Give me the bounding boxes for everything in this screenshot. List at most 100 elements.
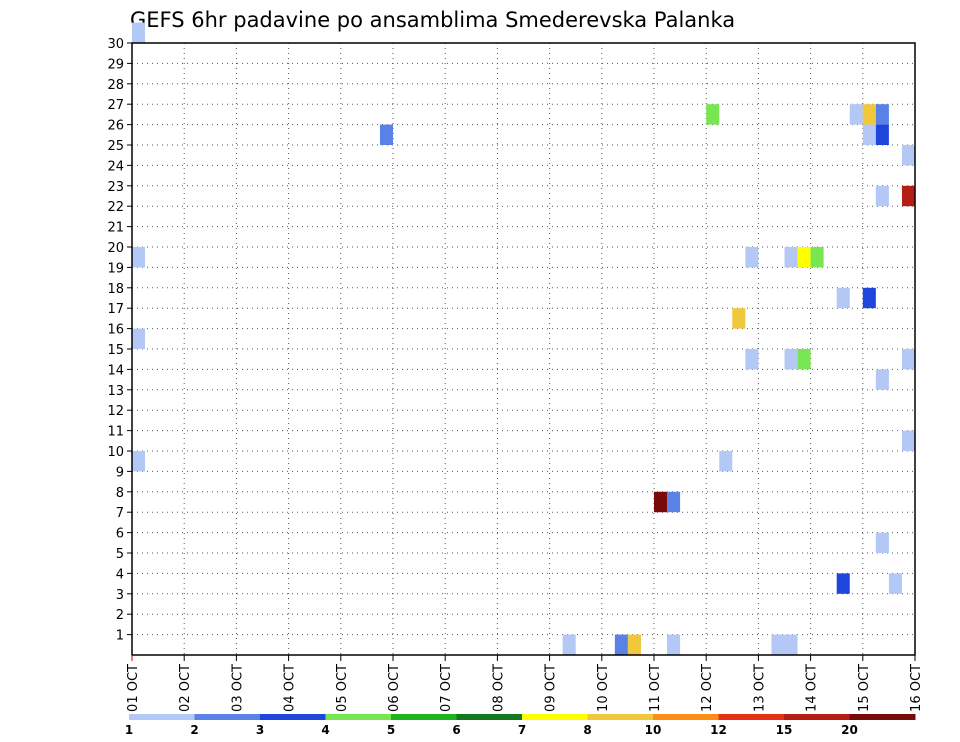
chart-title: GEFS 6hr padavine po ansamblima Smederev… [130,8,735,32]
precip-cell [901,430,915,451]
precip-cell [901,349,915,370]
y-tick-label: 30 [107,37,124,52]
y-tick-label: 7 [116,506,124,521]
colorbar-label: 2 [190,723,198,737]
x-tick-label: 01 OCT [126,664,141,712]
colorbar-label: 4 [321,723,329,737]
precip-cell [784,349,798,370]
colorbar-segment [129,714,195,720]
precip-cell [875,185,889,207]
precip-cell [562,634,576,655]
x-tick-label: 12 OCT [700,664,715,712]
y-tick-label: 4 [116,567,124,582]
colorbar-segment [587,714,654,720]
y-tick-label: 28 [107,78,124,93]
precip-cell [614,634,628,655]
y-tick-label: 3 [116,588,124,603]
x-tick-label: 05 OCT [335,664,350,712]
precip-cell [784,634,798,655]
x-tick-label: 06 OCT [387,664,402,712]
precip-cell [745,247,759,268]
colorbar-label: 8 [583,723,591,737]
precip-cell [771,634,785,655]
y-tick-label: 24 [107,159,124,174]
y-tick-label: 10 [107,445,124,460]
x-tick-label: 15 OCT [857,664,872,712]
colorbar-segment [325,714,392,720]
colorbar-label: 12 [710,723,727,737]
precip-cell [888,573,902,594]
y-tick-label: 12 [107,404,124,419]
colorbar-segment [260,714,326,720]
precip-cell [862,287,876,309]
y-tick-label: 22 [107,200,124,215]
y-axis-ticks: 1234567891011121314151617181920212223242… [107,37,132,644]
y-tick-label: 29 [107,57,124,72]
colorbar: 1 2 3 4 5 6 7 8 10 12 15 20 [125,714,916,737]
x-tick-label: 02 OCT [178,664,193,712]
precip-cell [836,573,850,594]
y-tick-label: 11 [107,425,124,440]
precip-cell [667,491,681,513]
y-tick-label: 21 [107,221,124,236]
colorbar-label: 15 [776,723,793,737]
precip-cell [732,308,746,329]
precip-cell [654,491,668,513]
y-tick-label: 2 [116,608,124,623]
y-tick-label: 15 [107,343,124,358]
precip-cell [849,104,863,125]
precip-cell [875,124,889,145]
precip-cell [836,287,850,309]
y-tick-label: 19 [107,261,124,276]
y-tick-label: 1 [116,629,124,644]
precip-cell [875,104,889,125]
precip-cell [132,328,146,349]
precip-cell [862,104,876,125]
precip-cell [719,451,733,472]
precip-cell [901,145,915,166]
y-tick-label: 23 [107,180,124,195]
precip-cell [745,349,759,370]
y-tick-label: 16 [107,323,124,338]
y-tick-label: 8 [116,486,124,501]
precip-cell [810,247,824,268]
colorbar-label: 20 [841,723,858,737]
y-tick-label: 26 [107,119,124,134]
y-tick-label: 25 [107,139,124,154]
precip-cell [901,185,915,207]
precip-cell [797,349,811,370]
x-tick-label: 11 OCT [648,664,663,712]
precip-cell [379,124,393,145]
precip-cell [875,369,889,390]
y-tick-label: 27 [107,98,124,113]
y-tick-label: 13 [107,384,124,399]
x-tick-label: 13 OCT [752,664,767,712]
x-tick-label: 08 OCT [491,664,506,712]
colorbar-label: 3 [256,723,264,737]
precip-cell [667,634,681,655]
colorbar-segment [522,714,588,720]
colorbar-segment [653,714,719,720]
precip-cell [875,532,889,553]
colorbar-label: 6 [452,723,460,737]
x-tick-label: 04 OCT [283,664,298,712]
precip-cell [132,22,146,43]
colorbar-segment [784,714,850,720]
colorbar-segment [194,714,261,720]
precip-cell [862,124,876,145]
y-tick-label: 17 [107,302,124,317]
precip-cell [132,451,146,472]
colorbar-label: 10 [645,723,662,737]
y-tick-label: 20 [107,241,124,256]
precip-cell [627,634,641,655]
y-tick-label: 14 [107,363,124,378]
x-tick-label: 07 OCT [439,664,454,712]
precipitation-cells [132,22,915,655]
x-tick-label: 14 OCT [805,664,820,712]
colorbar-segment [391,714,457,720]
y-tick-label: 5 [116,547,124,562]
precip-cell [132,247,146,268]
precip-cell [797,247,811,268]
colorbar-segment [718,714,785,720]
